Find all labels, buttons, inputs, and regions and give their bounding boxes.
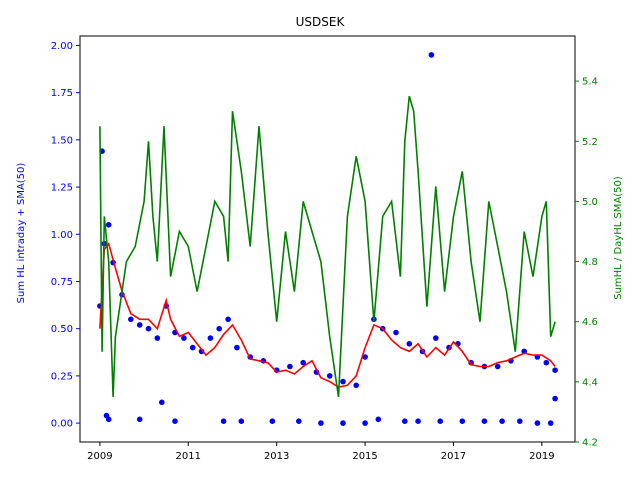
scatter-point	[494, 363, 501, 370]
x-tick-label: 2011	[176, 451, 201, 462]
scatter-point	[318, 420, 324, 426]
left-y-tick-label: 1.00	[51, 230, 73, 241]
scatter-point	[402, 418, 408, 425]
right-y-tick-label: 5.2	[582, 137, 598, 148]
scatter-point	[181, 335, 187, 341]
x-tick-label: 2015	[352, 451, 377, 462]
left-y-tick-label: 1.75	[51, 88, 73, 99]
scatter-point	[220, 418, 227, 425]
scatter-point	[238, 418, 245, 425]
scatter-point	[406, 341, 413, 347]
left-y-tick-label: 0.25	[51, 371, 73, 382]
right-y-axis-label: SumHL / DayHL SMA(50)	[613, 176, 624, 300]
scatter-point	[552, 367, 558, 374]
scatter-point	[543, 359, 550, 366]
scatter-point	[296, 418, 302, 425]
scatter-point	[481, 418, 488, 425]
plot-frame	[79, 35, 576, 443]
scatter-point	[552, 395, 558, 402]
plot-area	[97, 52, 558, 426]
left-y-tick-label: 1.50	[51, 135, 73, 146]
scatter-point	[136, 322, 143, 328]
scatter-point	[145, 325, 152, 332]
scatter-point	[437, 418, 444, 425]
left-y-tick-label: 2.00	[51, 41, 73, 52]
scatter-point	[128, 316, 134, 323]
left-y-tick-label: 0.75	[51, 277, 73, 288]
x-tick-label: 2009	[87, 451, 112, 462]
x-tick-label: 2013	[264, 451, 289, 462]
scatter-point	[326, 373, 333, 379]
left-y-tick-label: 0.50	[51, 324, 73, 335]
scatter-point	[234, 344, 240, 351]
left-y-tick-label: 1.25	[51, 183, 73, 194]
scatter-point	[269, 418, 276, 425]
scatter-point	[362, 420, 368, 426]
scatter-point	[154, 335, 161, 341]
scatter-point	[207, 335, 214, 341]
right-y-tick-label: 5.0	[582, 197, 598, 208]
right-y-tick-label: 4.2	[582, 438, 598, 449]
scatter-point	[300, 359, 307, 366]
left-y-tick-label: 0.00	[51, 419, 73, 430]
scatter-point	[499, 418, 505, 425]
scatter-point	[433, 335, 439, 341]
scatter-point	[415, 418, 421, 425]
scatter-point	[225, 316, 231, 323]
scatter-point	[393, 329, 399, 336]
left-y-axis-label: Sum HL intraday + SMA(50)	[16, 163, 27, 304]
x-tick-label: 2017	[441, 451, 466, 462]
x-tick-label: 2019	[529, 451, 554, 462]
scatter-point	[353, 382, 360, 389]
right-y-tick-label: 4.4	[582, 377, 598, 388]
right-y-tick-label: 5.4	[582, 77, 598, 88]
chart-title: USDSEK	[296, 15, 346, 29]
scatter-point	[362, 354, 368, 360]
scatter-point	[428, 52, 435, 58]
scatter-point	[459, 418, 466, 425]
scatter-point	[105, 222, 112, 228]
scatter-point	[287, 363, 293, 370]
scatter-point	[105, 416, 112, 423]
scatter-point	[172, 418, 178, 425]
scatter-point	[340, 420, 346, 426]
axes: 2009 2011 2013 2015 2017 2019 0.00 0.25 0.50 0.75…	[51, 35, 598, 462]
scatter-point	[340, 378, 346, 385]
scatter-point	[375, 416, 382, 423]
series-line-3	[99, 95, 556, 398]
right-y-tick-label: 4.6	[582, 317, 598, 328]
scatter-point	[547, 420, 554, 426]
scatter-point	[517, 418, 523, 425]
scatter-point	[189, 344, 196, 351]
scatter-point	[159, 399, 165, 406]
scatter-point	[216, 325, 222, 332]
scatter-point	[136, 416, 143, 423]
right-y-tick-label: 4.8	[582, 257, 598, 268]
scatter-point	[534, 420, 541, 426]
series-line-2	[99, 241, 556, 389]
